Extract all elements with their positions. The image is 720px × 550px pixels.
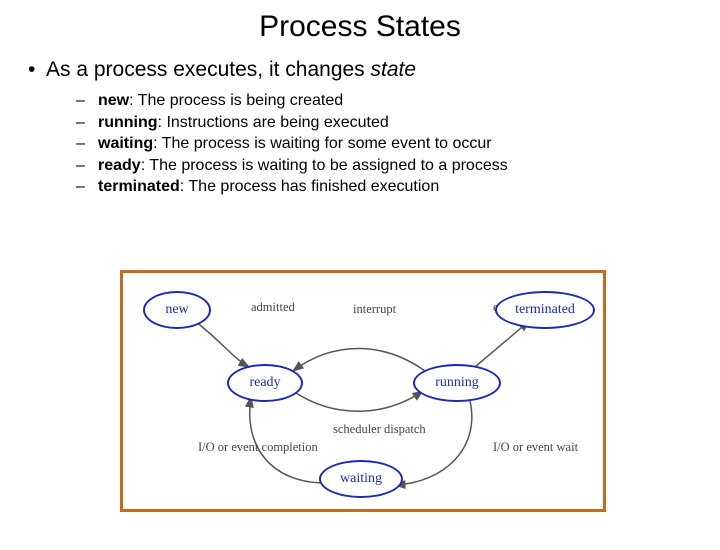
list-item: – running: Instructions are being execut… — [76, 112, 692, 134]
edge-label-waiting-ready: I/O or event completion — [198, 441, 318, 454]
list-item-text: new: The process is being created — [98, 90, 343, 112]
term: running — [98, 114, 158, 131]
state-running: running — [413, 364, 501, 402]
desc: : The process has finished execution — [180, 178, 439, 195]
list-item-text: running: Instructions are being executed — [98, 112, 389, 134]
page-title: Process States — [0, 10, 720, 44]
state-terminated: terminated — [495, 291, 595, 329]
bullet-dot: • — [28, 58, 46, 82]
list-item: – new: The process is being created — [76, 90, 692, 112]
edge-label-running-ready: interrupt — [353, 303, 396, 316]
dash-icon: – — [76, 90, 98, 112]
dash-icon: – — [76, 176, 98, 198]
edge-label-ready-running: scheduler dispatch — [333, 423, 426, 436]
term: terminated — [98, 178, 180, 195]
state-new: new — [143, 291, 211, 329]
content: • As a process executes, it changes stat… — [0, 58, 720, 198]
edge-new-ready — [195, 321, 249, 367]
main-bullet-prefix: As a process executes, it changes — [46, 58, 371, 81]
desc: : The process is waiting for some event … — [153, 135, 492, 152]
term: new — [98, 92, 129, 109]
state-diagram: admittedexitinterruptscheduler dispatchI… — [123, 273, 603, 509]
desc: : Instructions are being executed — [158, 114, 389, 131]
list-item-text: terminated: The process has finished exe… — [98, 176, 439, 198]
term: waiting — [98, 135, 153, 152]
term: ready — [98, 157, 141, 174]
list-item-text: waiting: The process is waiting for some… — [98, 133, 492, 155]
list-item-text: ready: The process is waiting to be assi… — [98, 155, 508, 177]
state-ready: ready — [227, 364, 303, 402]
edge-label-running-waiting: I/O or event wait — [493, 441, 578, 454]
edge-running-ready — [293, 349, 425, 372]
state-waiting: waiting — [319, 460, 403, 498]
dash-icon: – — [76, 155, 98, 177]
main-bullet-italic: state — [371, 58, 417, 81]
edge-label-new-ready: admitted — [251, 301, 295, 314]
list-item: – waiting: The process is waiting for so… — [76, 133, 692, 155]
main-bullet-text: As a process executes, it changes state — [46, 58, 416, 82]
dash-icon: – — [76, 133, 98, 155]
list-item: – terminated: The process has finished e… — [76, 176, 692, 198]
list-item: – ready: The process is waiting to be as… — [76, 155, 692, 177]
state-diagram-frame: admittedexitinterruptscheduler dispatchI… — [120, 270, 606, 512]
dash-icon: – — [76, 112, 98, 134]
desc: : The process is being created — [129, 92, 343, 109]
edge-running-term — [475, 321, 529, 367]
desc: : The process is waiting to be assigned … — [141, 157, 508, 174]
edge-ready-running — [293, 391, 423, 411]
edge-running-waiting — [395, 397, 472, 485]
main-bullet: • As a process executes, it changes stat… — [28, 58, 692, 82]
sub-list: – new: The process is being created – ru… — [28, 90, 692, 198]
